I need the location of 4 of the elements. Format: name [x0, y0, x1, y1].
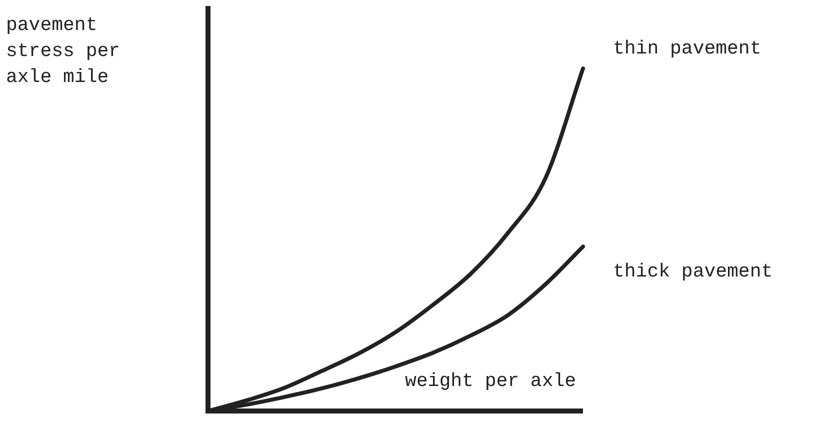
series-label: thin pavement	[613, 38, 762, 60]
x-axis-title: weight per axle	[405, 370, 576, 392]
y-axis-title: pavement stress per axle mile	[6, 13, 122, 90]
series-label: thick pavement	[613, 260, 773, 283]
